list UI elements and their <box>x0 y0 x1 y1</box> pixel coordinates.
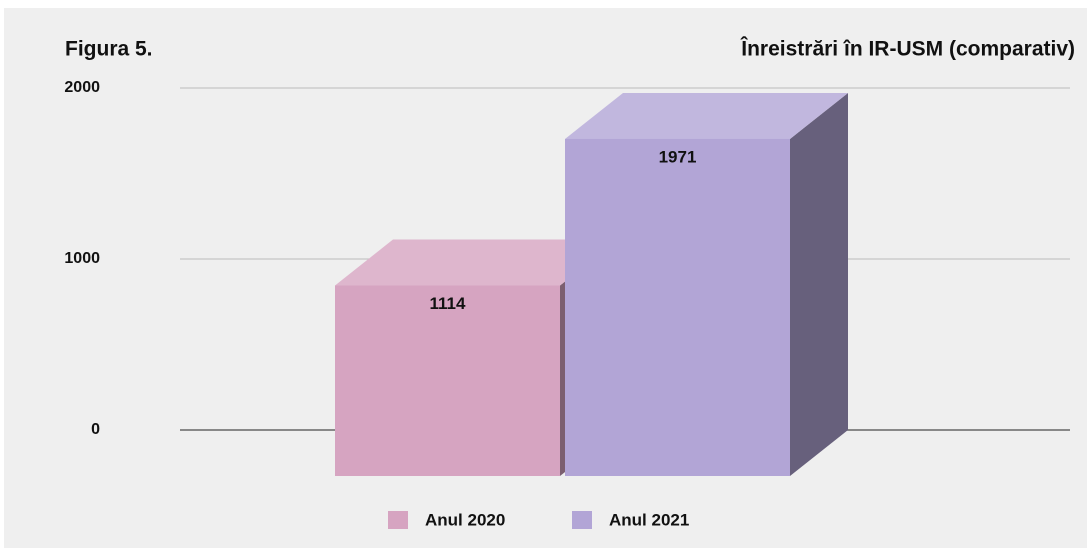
legend-label: Anul 2020 <box>425 510 505 529</box>
bar-side <box>790 92 848 477</box>
data-label: 1971 <box>659 147 697 166</box>
bar-top <box>335 239 618 286</box>
bar <box>565 138 790 477</box>
figure-label: Figura 5. <box>65 38 153 61</box>
legend-swatch <box>388 511 408 529</box>
data-label: 1114 <box>430 294 466 313</box>
y-tick-label: 0 <box>91 421 100 438</box>
chart-title: Înreistrări în IR-USM (comparativ) <box>740 37 1075 61</box>
y-tick-label: 1000 <box>64 250 100 267</box>
y-tick-label: 2000 <box>64 79 100 96</box>
legend-label: Anul 2021 <box>609 510 689 529</box>
legend-swatch <box>572 511 592 529</box>
bar <box>335 285 560 476</box>
bar-top <box>565 92 848 139</box>
